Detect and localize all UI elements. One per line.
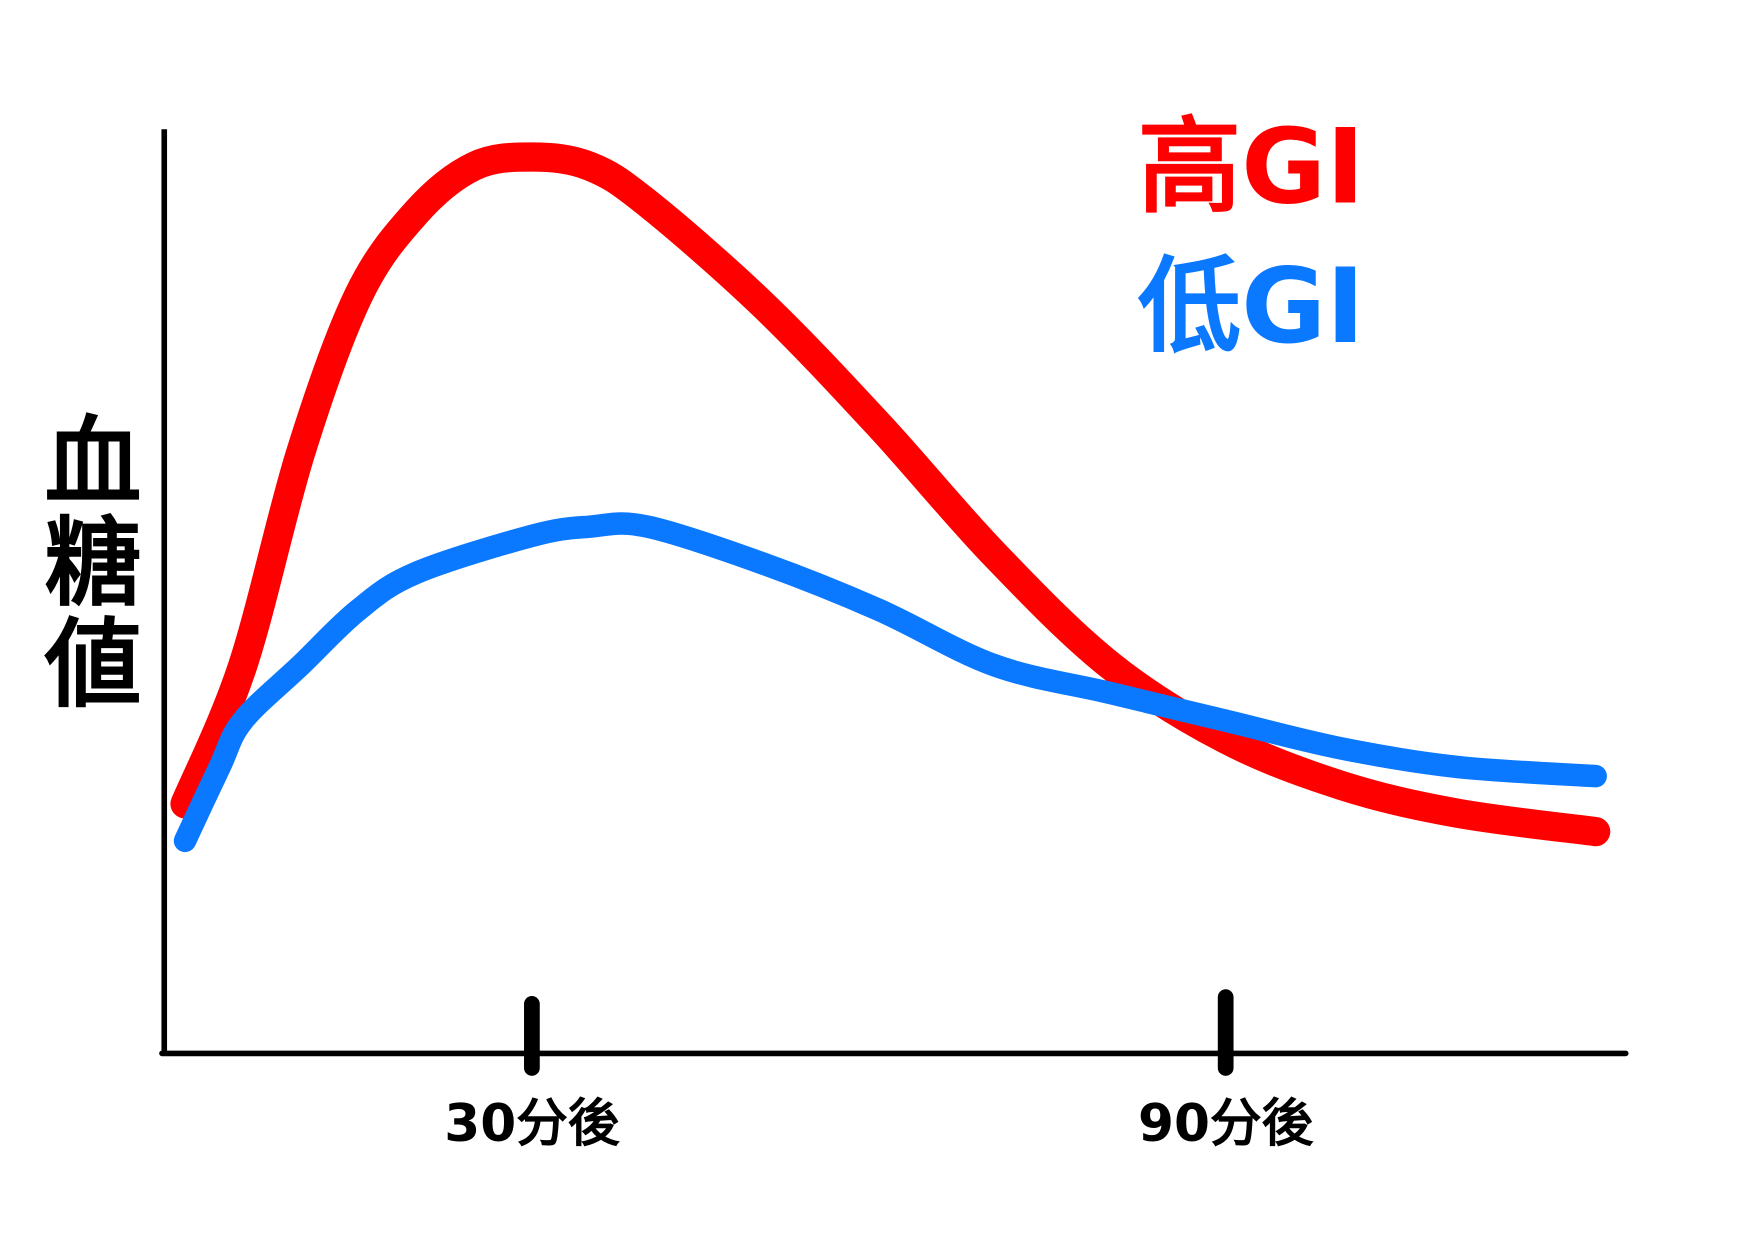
legend-entry: 高GI — [1138, 107, 1365, 227]
y-axis-label: 血糖値 — [28, 410, 142, 714]
x-tick-label: 30分後 — [444, 1094, 621, 1154]
line-series — [170, 142, 1611, 847]
legend-entry: 低GI — [1138, 247, 1365, 367]
x-tick-label: 90分後 — [1138, 1094, 1315, 1154]
line-series — [173, 512, 1607, 853]
